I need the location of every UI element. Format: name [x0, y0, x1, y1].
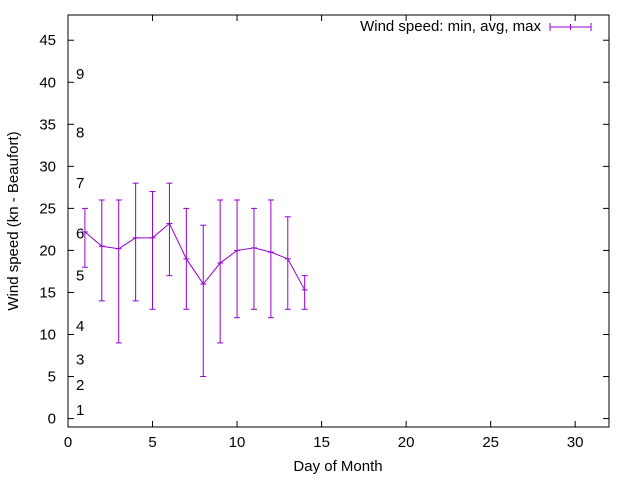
beaufort-label: 4	[76, 318, 84, 335]
plot-frame	[67, 14, 610, 428]
y-tick-label: 15	[39, 284, 56, 301]
x-tick-label: 5	[148, 434, 156, 451]
y-tick-label: 40	[39, 74, 56, 91]
y-tick-label: 35	[39, 116, 56, 133]
beaufort-label: 1	[76, 402, 84, 419]
legend-label: Wind speed: min, avg, max	[360, 18, 541, 35]
series-group	[81, 182, 308, 378]
x-tick-label: 15	[313, 434, 330, 451]
x-tick-label: 20	[398, 434, 415, 451]
x-axis: 0 5 10 15 20 25 30	[64, 15, 584, 451]
y-tick-label: 5	[48, 369, 56, 386]
x-tick-label: 10	[229, 434, 246, 451]
y-tick-label: 0	[48, 411, 56, 428]
y-tick-label: 10	[39, 327, 56, 344]
beaufort-label: 9	[76, 66, 84, 83]
beaufort-label: 8	[76, 125, 84, 142]
y-tick-label: 30	[39, 158, 56, 175]
beaufort-label: 3	[76, 352, 84, 369]
y-tick-label: 20	[39, 242, 56, 259]
x-tick-label: 30	[567, 434, 584, 451]
y-axis-label: Wind speed (kn - Beaufort)	[5, 131, 22, 310]
x-tick-label: 0	[64, 434, 72, 451]
beaufort-label: 2	[76, 377, 84, 394]
x-tick-label: 25	[482, 434, 499, 451]
beaufort-label: 7	[76, 175, 84, 192]
x-axis-label: Day of Month	[293, 458, 382, 475]
y-tick-label: 25	[39, 200, 56, 217]
beaufort-label: 6	[76, 226, 84, 243]
avg-line	[84, 222, 306, 291]
legend: Wind speed: min, avg, max	[360, 18, 592, 35]
y-tick-label: 45	[39, 32, 56, 49]
beaufort-label: 5	[76, 268, 84, 285]
beaufort-scale: 1 2 3 4 5 6 7 8 9	[76, 66, 84, 419]
